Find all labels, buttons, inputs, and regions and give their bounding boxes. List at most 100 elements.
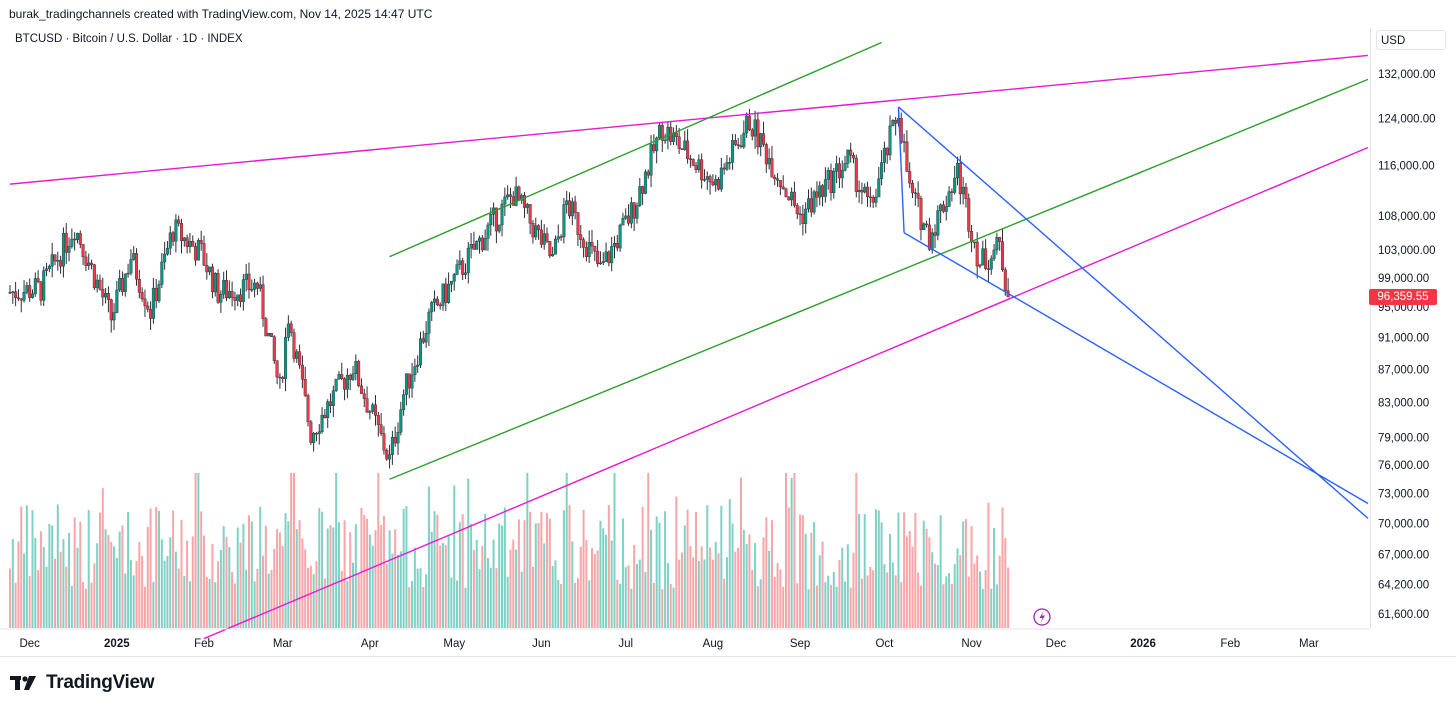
volume-bar bbox=[731, 523, 734, 628]
candle-body bbox=[531, 222, 535, 238]
candle-body bbox=[483, 238, 487, 251]
y-tick-label: 70,000.00 bbox=[1378, 518, 1429, 530]
candle-body bbox=[73, 238, 77, 241]
volume-bar bbox=[475, 540, 478, 628]
candle-body bbox=[778, 180, 782, 188]
candle-body bbox=[123, 273, 127, 292]
candle-body bbox=[489, 214, 493, 226]
volume-bar bbox=[787, 507, 790, 628]
candle-body bbox=[998, 237, 1002, 242]
trendline-green-lower[interactable] bbox=[389, 78, 1369, 480]
candle-body bbox=[343, 378, 347, 390]
volume-bar bbox=[307, 567, 310, 628]
trendline-magenta-lower[interactable] bbox=[203, 146, 1369, 640]
candle-body bbox=[823, 179, 827, 197]
volume-bar bbox=[332, 527, 335, 628]
trendline-blue-connector[interactable] bbox=[897, 106, 905, 233]
candle-body bbox=[925, 223, 929, 226]
candle-body bbox=[137, 279, 141, 293]
volume-bar bbox=[96, 543, 99, 628]
volume-bar bbox=[143, 586, 146, 628]
candle-body bbox=[309, 421, 313, 443]
volume-bar bbox=[529, 511, 532, 628]
volume-bar bbox=[23, 553, 26, 628]
x-axis-ticks: Dec 2025 Feb Mar Apr May Jun Jul Aug Sep Oct Nov Dec… bbox=[19, 638, 1319, 650]
volume-bar bbox=[169, 537, 172, 628]
x-tick-label: Jul bbox=[618, 638, 633, 650]
volume-bar bbox=[534, 523, 537, 628]
tradingview-logo[interactable]: TradingView bbox=[10, 672, 155, 694]
candle-body bbox=[255, 282, 259, 289]
candle-body bbox=[444, 283, 448, 303]
candle-body bbox=[995, 237, 999, 251]
volume-bar bbox=[366, 518, 369, 628]
currency-selector[interactable]: USD bbox=[1376, 30, 1446, 50]
candle-body bbox=[25, 285, 29, 293]
volume-bar bbox=[197, 473, 200, 628]
volume-bar bbox=[205, 577, 208, 628]
trendline-blue-upper[interactable] bbox=[898, 106, 1369, 519]
volume-bar bbox=[914, 513, 917, 628]
volume-bar bbox=[28, 576, 31, 628]
candle-body bbox=[500, 203, 504, 226]
candle-body bbox=[981, 248, 985, 266]
volume-bar bbox=[53, 558, 56, 628]
trendline-blue-lower[interactable] bbox=[903, 232, 1369, 505]
trendline-green-upper[interactable] bbox=[389, 41, 882, 258]
candle-body bbox=[1003, 269, 1007, 291]
candle-body bbox=[371, 404, 375, 412]
candle-body bbox=[132, 253, 136, 260]
volume-bar bbox=[200, 511, 203, 628]
candle-body bbox=[680, 148, 684, 150]
volume-bar bbox=[76, 547, 79, 628]
price-chart[interactable]: 132,000.00 124,000.00 116,000.00 108,000.00… bbox=[0, 0, 1456, 656]
candle-body bbox=[874, 196, 878, 203]
volume-bar bbox=[785, 473, 787, 628]
symbol-label[interactable]: BTCUSD · Bitcoin / U.S. Dollar · 1D · IN… bbox=[15, 33, 243, 45]
flash-icon[interactable] bbox=[1033, 608, 1051, 626]
candle-body bbox=[506, 194, 510, 198]
volume-bar bbox=[846, 544, 849, 628]
volume-bar bbox=[231, 572, 234, 628]
candle-body bbox=[950, 191, 954, 193]
last-price-tag: 96,359.55 bbox=[1369, 289, 1437, 305]
candle-body bbox=[508, 194, 512, 197]
candle-body bbox=[106, 293, 110, 300]
volume-bar bbox=[973, 563, 976, 628]
volume-bar bbox=[852, 552, 855, 628]
candle-body bbox=[829, 170, 833, 194]
volume-bar bbox=[371, 545, 374, 628]
candle-body bbox=[67, 246, 71, 253]
candle-body bbox=[303, 379, 307, 396]
candle-body bbox=[194, 246, 198, 261]
volume-bar bbox=[950, 583, 953, 628]
volume-bar bbox=[292, 473, 295, 628]
volume-bar bbox=[905, 536, 908, 628]
candle-body bbox=[548, 241, 552, 257]
price-scale[interactable] bbox=[1370, 28, 1456, 628]
volume-bar bbox=[683, 525, 686, 628]
candle-body bbox=[953, 177, 957, 193]
candle-body bbox=[919, 197, 923, 230]
candle-body bbox=[587, 242, 591, 257]
candlesticks bbox=[8, 108, 1010, 469]
volume-bar bbox=[222, 526, 225, 628]
volume-bar bbox=[14, 582, 17, 628]
trendline-magenta-upper[interactable] bbox=[9, 54, 1369, 185]
candle-body bbox=[725, 162, 729, 170]
candle-body bbox=[545, 233, 549, 242]
volume-bar bbox=[624, 567, 627, 628]
candle-body bbox=[126, 272, 130, 275]
volume-bar bbox=[585, 540, 588, 628]
candle-body bbox=[790, 191, 794, 201]
volume-bar bbox=[765, 517, 768, 628]
volume-bar bbox=[959, 555, 962, 628]
candle-body bbox=[610, 246, 614, 264]
candle-body bbox=[688, 158, 692, 160]
volume-bar bbox=[340, 571, 343, 628]
volume-bar bbox=[203, 535, 205, 628]
volume-bar bbox=[323, 578, 326, 628]
candle-body bbox=[461, 260, 465, 275]
volume-bar bbox=[908, 531, 911, 628]
candle-body bbox=[19, 298, 23, 301]
